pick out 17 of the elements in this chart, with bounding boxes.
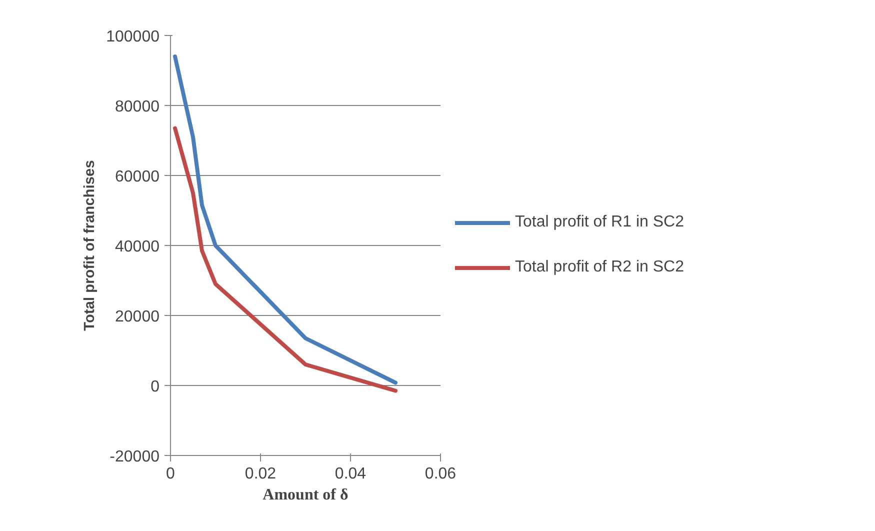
x-tick-label: 0: [166, 466, 176, 482]
x-tick-label: 0.06: [424, 466, 456, 482]
x-tick-label: 0.04: [334, 466, 366, 482]
line-series: [173, 126, 398, 393]
y-tick-label: 0: [150, 378, 160, 396]
y-tick-label: 80000: [115, 98, 160, 116]
y-tick-label: -20000: [110, 448, 160, 466]
y-tick-label: 40000: [115, 238, 160, 256]
y-axis-title: Total profit of franchises: [82, 160, 98, 331]
y-tick-label: 20000: [115, 308, 160, 326]
legend-label: Total profit of R2 in SC2: [515, 258, 684, 276]
x-axis-title: Amount of δ: [262, 486, 348, 504]
line-series: [173, 54, 398, 385]
y-tick-label: 100000: [106, 28, 160, 46]
x-tick-label: 0.02: [244, 466, 276, 482]
legend-label: Total profit of R1 in SC2: [515, 214, 684, 232]
y-tick-label: 60000: [115, 168, 160, 186]
